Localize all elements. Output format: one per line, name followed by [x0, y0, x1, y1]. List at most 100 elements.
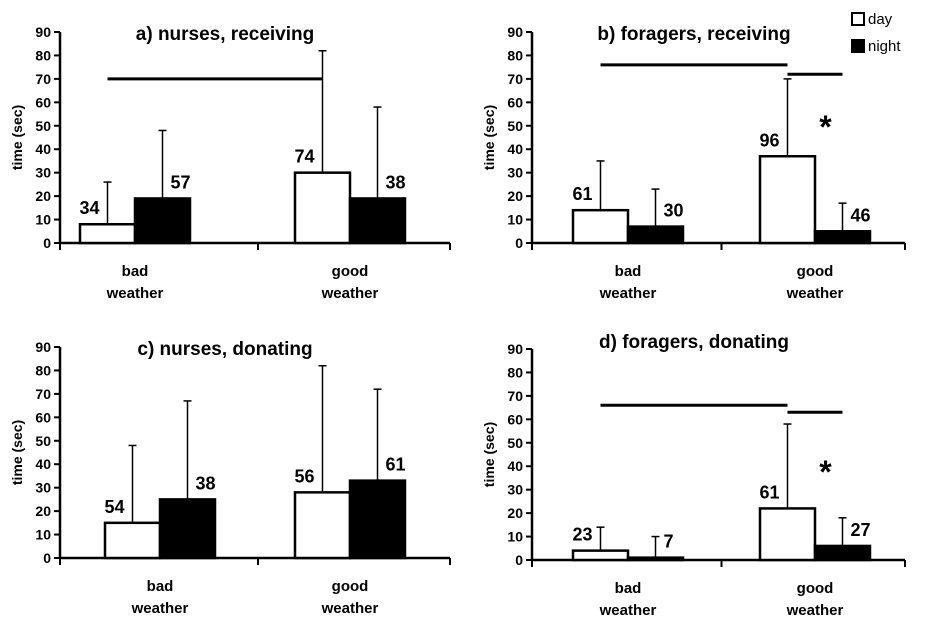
y-tick-label: 40 [507, 141, 523, 157]
chart-title: b) foragers, receiving [597, 24, 790, 45]
legend-swatch-night [851, 39, 865, 53]
legend-label-day: day [868, 11, 893, 28]
chart-panel-3: 0 10 20 30 40 50 60 70 80 90 time (sec) c) nurses, … [9, 339, 451, 617]
y-tick-label: 50 [35, 118, 51, 134]
n-label: 38 [196, 473, 216, 493]
y-axis-label: time (sec) [9, 105, 25, 170]
y-tick-label: 80 [35, 47, 51, 63]
y-tick-label: 0 [43, 550, 51, 566]
y-tick-label: 0 [515, 235, 523, 251]
y-tick-label: 20 [507, 505, 523, 521]
bar-night [813, 230, 872, 245]
y-tick-label: 0 [43, 235, 51, 251]
n-label: 30 [664, 201, 684, 221]
n-label: 46 [851, 205, 871, 225]
legend-swatch-day [851, 12, 865, 26]
y-tick-label: 90 [35, 339, 51, 355]
bar-night [348, 197, 407, 245]
n-label: 38 [386, 172, 406, 192]
y-tick-label: 30 [507, 165, 523, 181]
n-label: 7 [664, 532, 674, 552]
y-tick-label: 0 [515, 552, 523, 568]
y-tick-label: 40 [35, 456, 51, 472]
n-label: 57 [171, 172, 191, 192]
y-tick-label: 50 [507, 118, 523, 134]
y-tick-label: 30 [507, 482, 523, 498]
category-label: weather [599, 602, 657, 618]
y-axis-label: time (sec) [481, 105, 497, 170]
bar-day [571, 549, 630, 562]
y-tick-label: 70 [35, 71, 51, 87]
y-tick-label: 10 [507, 212, 523, 228]
bar-day [571, 208, 630, 245]
n-label: 27 [851, 520, 871, 540]
y-tick-label: 60 [35, 94, 51, 110]
bar-day [103, 521, 162, 560]
y-tick-label: 10 [35, 527, 51, 543]
category-label: weather [599, 285, 657, 302]
n-label: 61 [759, 482, 779, 502]
category-label: bad [615, 580, 642, 597]
bar-night [133, 197, 192, 245]
y-tick-label: 70 [507, 388, 523, 404]
bar-day [78, 222, 137, 245]
y-tick-label: 60 [507, 411, 523, 427]
category-label: good [797, 263, 834, 280]
category-label: bad [615, 263, 642, 280]
y-tick-label: 50 [507, 435, 523, 451]
chart-title: d) foragers, donating [599, 332, 789, 353]
category-label: bad [147, 578, 174, 595]
y-tick-label: 70 [35, 386, 51, 402]
category-label: weather [321, 285, 379, 302]
legend: day night [851, 11, 901, 55]
bar-night [626, 225, 685, 245]
significance-star: * [819, 109, 832, 145]
category-label: good [332, 263, 369, 280]
n-label: 54 [104, 497, 124, 517]
y-tick-label: 10 [35, 212, 51, 228]
y-tick-label: 90 [35, 24, 51, 40]
y-tick-label: 60 [35, 409, 51, 425]
bar-night [626, 556, 685, 562]
category-label: weather [106, 285, 164, 302]
category-label: good [797, 580, 834, 597]
bar-day [293, 171, 352, 245]
y-axis-label: time (sec) [481, 422, 497, 487]
chart-title: c) nurses, donating [137, 339, 312, 360]
bar-day [758, 507, 817, 562]
category-label: bad [122, 263, 149, 280]
y-tick-label: 40 [507, 458, 523, 474]
y-tick-label: 40 [35, 141, 51, 157]
y-tick-label: 60 [507, 94, 523, 110]
y-tick-label: 90 [507, 24, 523, 40]
y-tick-label: 30 [35, 480, 51, 496]
category-label: good [332, 578, 369, 595]
bar-day [758, 155, 817, 245]
bar-night [158, 498, 217, 560]
category-label: weather [131, 600, 189, 617]
y-tick-label: 20 [35, 503, 51, 519]
n-label: 61 [572, 184, 592, 204]
y-tick-label: 80 [507, 364, 523, 380]
n-label: 61 [386, 455, 406, 475]
category-label: weather [786, 285, 844, 302]
y-tick-label: 20 [507, 188, 523, 204]
bar-night [348, 479, 407, 560]
bar-day [293, 491, 352, 560]
category-label: weather [786, 602, 844, 618]
significance-star: * [819, 454, 832, 490]
n-label: 23 [572, 525, 592, 545]
y-tick-label: 20 [35, 188, 51, 204]
n-label: 34 [79, 198, 99, 218]
chart-panel-4: 0 10 20 30 40 50 60 70 80 90 time (sec) d) foragers… [481, 332, 906, 618]
y-axis-label: time (sec) [9, 420, 25, 485]
y-tick-label: 10 [507, 529, 523, 545]
chart-panel-1: 0 10 20 30 40 50 60 70 80 90 time (sec) a) nurses, … [9, 24, 451, 302]
y-tick-label: 80 [507, 47, 523, 63]
y-tick-label: 90 [507, 341, 523, 357]
n-label: 56 [294, 466, 314, 486]
y-tick-label: 80 [35, 362, 51, 378]
chart-title: a) nurses, receiving [136, 24, 314, 45]
